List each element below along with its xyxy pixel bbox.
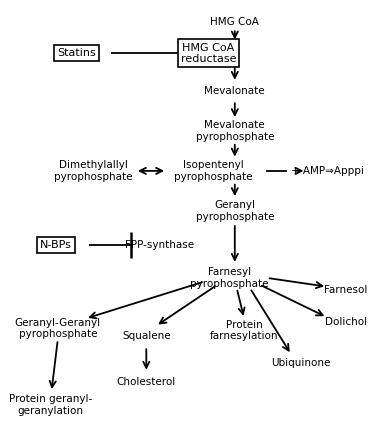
Text: Farnesyl
pyrophosphate: Farnesyl pyrophosphate xyxy=(190,267,268,289)
Text: Geranyl-Geranyl
pyrophosphate: Geranyl-Geranyl pyrophosphate xyxy=(15,318,101,339)
Text: Statins: Statins xyxy=(57,48,96,59)
Text: Geranyl
pyrophosphate: Geranyl pyrophosphate xyxy=(196,201,274,222)
Text: FPP-synthase: FPP-synthase xyxy=(125,240,194,250)
Text: Dimethylallyl
pyrophosphate: Dimethylallyl pyrophosphate xyxy=(54,160,133,182)
Text: Cholesterol: Cholesterol xyxy=(117,377,176,387)
Text: N-BPs: N-BPs xyxy=(40,240,72,250)
Text: Mevalonate
pyrophosphate: Mevalonate pyrophosphate xyxy=(196,120,274,142)
Text: Protein geranyl-
geranylation: Protein geranyl- geranylation xyxy=(9,394,92,416)
Text: Ubiquinone: Ubiquinone xyxy=(271,358,331,367)
Text: Squalene: Squalene xyxy=(122,331,171,341)
Text: Mevalonate: Mevalonate xyxy=(204,87,265,96)
Text: Farnesol: Farnesol xyxy=(324,285,367,295)
Text: Protein
farnesylation: Protein farnesylation xyxy=(210,320,279,341)
Text: HMG CoA
reductase: HMG CoA reductase xyxy=(181,43,236,64)
Text: + AMP⇒Apppi: + AMP⇒Apppi xyxy=(291,166,364,176)
Text: Dolichol: Dolichol xyxy=(325,317,367,327)
Text: HMG CoA: HMG CoA xyxy=(210,17,259,27)
Text: Isopentenyl
pyrophosphate: Isopentenyl pyrophosphate xyxy=(174,160,253,182)
